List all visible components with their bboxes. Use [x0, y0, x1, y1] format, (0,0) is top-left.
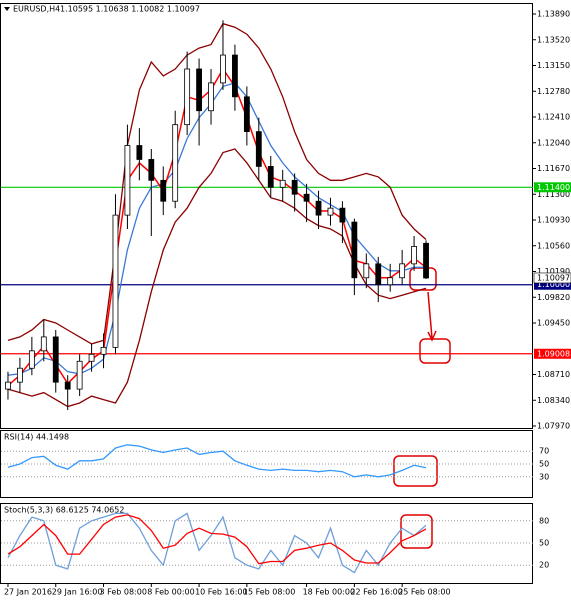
- candle-body: [375, 263, 382, 286]
- candle-body: [52, 336, 59, 383]
- y-tick-label: 1.09820: [537, 293, 570, 302]
- candle-body: [351, 221, 358, 279]
- stoch-panel: [0, 503, 533, 584]
- candle-body: [220, 54, 226, 84]
- candle-body: [255, 131, 262, 167]
- annotation-box: [409, 267, 437, 291]
- y-tick-label: 70: [539, 447, 549, 456]
- last-price-bg: [533, 272, 571, 284]
- level-label: 1.09008: [537, 349, 570, 358]
- indicator-line: [7, 67, 427, 387]
- annotation-arrow: [427, 291, 437, 342]
- candle-body: [28, 350, 35, 369]
- candle-body: [172, 124, 179, 202]
- candle-body: [136, 145, 143, 160]
- chart-title: EURUSD,H4: [13, 5, 60, 14]
- x-tick-label: 8 Feb 00:00: [147, 588, 194, 597]
- y-tick-label: 80: [539, 516, 549, 525]
- candle-body: [5, 381, 11, 390]
- candle-body: [399, 263, 406, 279]
- candle-body: [232, 54, 238, 98]
- candle-body: [327, 207, 334, 216]
- y-tick-label: 1.12410: [537, 113, 570, 122]
- x-tick-label: 15 Feb 08:00: [243, 588, 295, 597]
- y-tick-label: 20: [539, 561, 549, 570]
- y-tick-label: 50: [539, 539, 549, 548]
- chart-subtitle: 1.10595 1.10638 1.10082 1.10097: [60, 5, 200, 14]
- candle-body: [100, 346, 107, 355]
- level-label: 1.11400: [537, 183, 570, 192]
- level-label-bg: [534, 279, 571, 290]
- candle-body: [387, 277, 394, 286]
- x-tick-label: 3 Feb 08:00: [100, 588, 147, 597]
- x-tick-label: 10 Feb 16:00: [195, 588, 247, 597]
- y-tick-label: 1.08340: [537, 396, 570, 405]
- rsi-panel: [0, 430, 533, 498]
- y-tick-label: 1.13520: [537, 35, 570, 44]
- candle-body: [267, 166, 274, 188]
- annotation-box: [393, 455, 438, 487]
- y-tick-label: 1.08710: [537, 370, 570, 379]
- candle-body: [40, 336, 47, 352]
- candle-body: [315, 200, 322, 216]
- x-tick-label: 29 Jan 16:00: [52, 588, 103, 597]
- level-label: 1.10000: [537, 280, 570, 289]
- y-tick-label: 1.11670: [537, 164, 570, 173]
- candle-body: [291, 179, 298, 195]
- y-tick-label: 1.07970: [537, 422, 570, 431]
- annotation-box: [400, 514, 433, 549]
- annotation-box: [419, 338, 451, 364]
- indicator-line: [7, 444, 427, 478]
- candle-body: [243, 96, 250, 133]
- candle-body: [64, 381, 71, 390]
- candle-body: [88, 353, 95, 362]
- candle-body: [17, 367, 23, 383]
- indicator-line: [7, 512, 427, 574]
- y-tick-label: 1.13150: [537, 61, 570, 70]
- y-tick-label: 1.12780: [537, 87, 570, 96]
- y-tick-label: 30: [539, 472, 549, 481]
- y-tick-label: 1.10560: [537, 241, 570, 250]
- y-tick-label: 1.12040: [537, 138, 570, 147]
- candle-body: [160, 179, 167, 202]
- level-label-bg: [534, 182, 571, 193]
- y-tick-label: 1.10930: [537, 216, 570, 225]
- candle-body: [112, 214, 119, 348]
- level-label-bg: [534, 348, 571, 359]
- indicator-line: [7, 22, 427, 345]
- candle-body: [76, 360, 83, 390]
- candle-body: [196, 68, 202, 112]
- candle-body: [184, 68, 191, 126]
- candle-body: [208, 82, 214, 112]
- candle-body: [423, 242, 429, 279]
- x-tick-label: 18 Feb 00:00: [303, 588, 355, 597]
- last-price-label: 1.10097: [537, 273, 570, 282]
- candle-body: [148, 159, 155, 181]
- y-tick-label: 1.10190: [537, 267, 570, 276]
- y-tick-label: 1.09450: [537, 319, 570, 328]
- candle-body: [303, 193, 310, 202]
- x-tick-label: 22 Feb 16:00: [350, 588, 402, 597]
- x-tick-label: 27 Jan 2016: [4, 588, 52, 597]
- y-tick-label: 1.11300: [537, 190, 570, 199]
- rsi-title: RSI(14) 44.1498: [4, 433, 69, 442]
- menu-arrow: [4, 7, 10, 11]
- candle-body: [124, 145, 131, 216]
- candle-body: [339, 207, 346, 223]
- stoch-title: Stoch(5,3,3) 68.6125 74.0652: [4, 506, 124, 515]
- candle-body: [279, 179, 286, 188]
- price-panel: [0, 3, 533, 429]
- y-tick-label: 50: [539, 460, 549, 469]
- y-tick-label: 1.13890: [537, 10, 570, 19]
- candle-body: [411, 246, 417, 265]
- x-tick-label: 25 Feb 08:00: [398, 588, 450, 597]
- indicator-line: [7, 514, 427, 565]
- candle-body: [363, 263, 370, 279]
